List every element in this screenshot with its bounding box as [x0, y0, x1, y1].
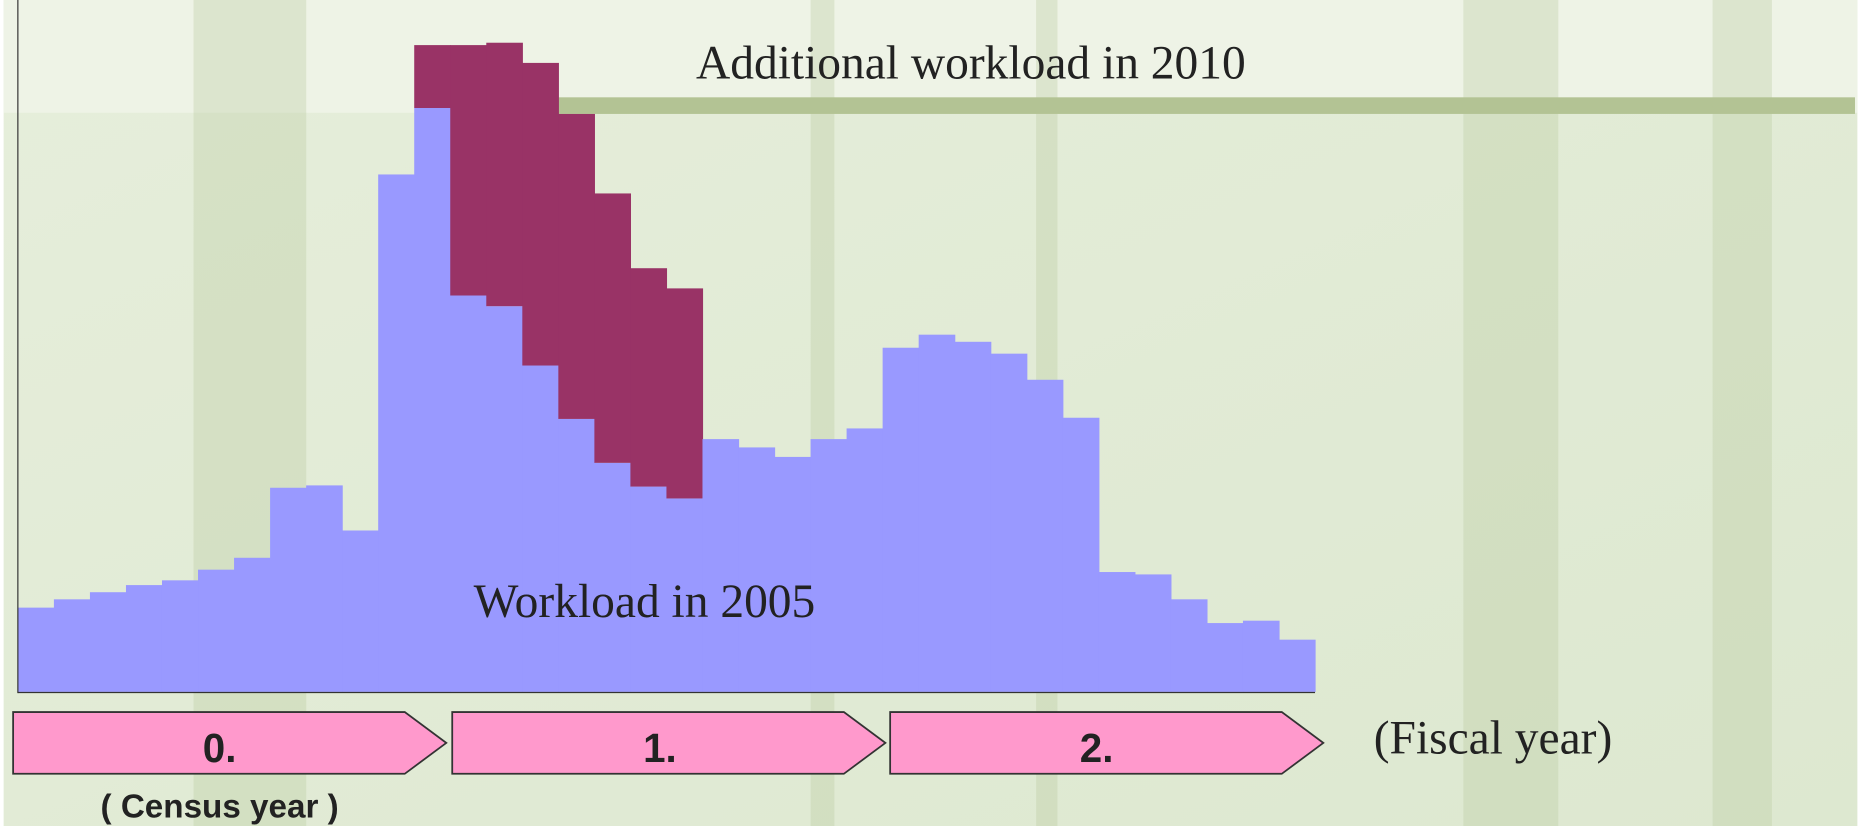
- timeline-label: 2.: [1080, 725, 1114, 771]
- timeline-label: 1.: [643, 725, 677, 771]
- bar-segment: [162, 580, 199, 692]
- bar-segment: [666, 288, 703, 498]
- bar-segment: [234, 558, 271, 692]
- bar-segment: [378, 174, 415, 691]
- series-label: Workload in 2005: [474, 576, 816, 628]
- x-axis-label: (Fiscal year): [1374, 713, 1613, 765]
- bar-segment: [18, 608, 55, 692]
- timeline-label: 0.: [203, 725, 237, 771]
- bar-segment: [883, 348, 920, 692]
- bar-segment: [1207, 623, 1244, 692]
- bar-segment: [306, 485, 343, 692]
- series-label: Additional workload in 2010: [696, 37, 1246, 89]
- bar-segment: [486, 306, 523, 692]
- bar-segment: [486, 43, 523, 306]
- bar-segment: [522, 63, 559, 366]
- bar-segment: [775, 457, 812, 692]
- bar-segment: [1099, 572, 1136, 692]
- bar-segment: [1171, 599, 1208, 692]
- bar-segment: [1063, 418, 1100, 692]
- bar-segment: [558, 419, 595, 692]
- bar-segment: [198, 570, 235, 692]
- bar-segment: [739, 447, 776, 691]
- chart: Additional workload in 2010 Workload in …: [0, 0, 1861, 826]
- bar-segment: [414, 108, 451, 692]
- bar-segment: [414, 45, 451, 108]
- bar-segment: [991, 354, 1028, 692]
- bar-segment: [270, 488, 307, 692]
- bar-segment: [847, 428, 884, 691]
- bar-segment: [54, 599, 91, 692]
- bar-segment: [558, 114, 595, 419]
- bar-segment: [702, 439, 739, 692]
- timeline-note: ( Census year ): [101, 789, 339, 826]
- bar-segment: [1135, 574, 1172, 691]
- page: Additional workload in 2010 Workload in …: [0, 0, 1861, 826]
- bar-segment: [342, 530, 379, 691]
- bar-segment: [594, 193, 631, 462]
- bar-segment: [630, 268, 667, 486]
- bar-segment: [919, 335, 956, 692]
- bar-segment: [450, 45, 487, 295]
- title-rule: [558, 97, 1855, 114]
- bar-segment: [955, 342, 992, 692]
- bar-segment: [522, 366, 559, 692]
- bar-segment: [90, 592, 127, 692]
- bar-segment: [450, 296, 487, 692]
- bar-segment: [126, 585, 163, 692]
- bar-segment: [1027, 380, 1064, 692]
- bar-segment: [1279, 640, 1316, 692]
- bar-segment: [811, 439, 848, 692]
- bar-segment: [1243, 621, 1280, 692]
